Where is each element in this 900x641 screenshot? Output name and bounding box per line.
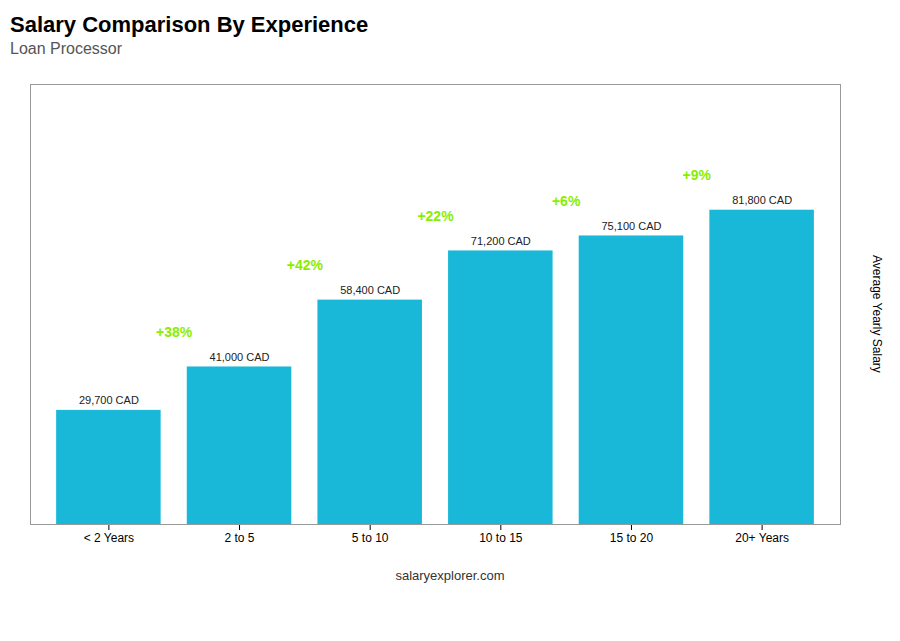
svg-text:41,000 CAD: 41,000 CAD (210, 351, 270, 363)
svg-text:< 2 Years: < 2 Years (84, 531, 134, 545)
html-text:salaryexplorer.com: salaryexplorer.com (395, 568, 505, 583)
svg-text:+42%: +42% (287, 257, 324, 273)
svg-text:+9%: +9% (683, 167, 712, 183)
svg-text:20+ Years: 20+ Years (735, 531, 789, 545)
html-text:Average Yearly Salary: Average Yearly Salary (870, 255, 884, 373)
svg-text:15 to 20: 15 to 20 (610, 531, 654, 545)
svg-text:2 to 5: 2 to 5 (225, 531, 255, 545)
svg-text:+22%: +22% (417, 208, 454, 224)
svg-text:5 to 10: 5 to 10 (352, 531, 389, 545)
svg-text:+6%: +6% (552, 193, 581, 209)
svg-text:75,100 CAD: 75,100 CAD (601, 220, 661, 232)
svg-text:10 to 15: 10 to 15 (479, 531, 523, 545)
svg-text:58,400 CAD: 58,400 CAD (340, 284, 400, 296)
svg-text:81,800 CAD: 81,800 CAD (732, 194, 792, 206)
html-text:Salary Comparison By Experienc: Salary Comparison By Experience (10, 12, 369, 37)
html-text:Loan Processor: Loan Processor (10, 40, 123, 57)
svg-text:+38%: +38% (156, 324, 193, 340)
svg-text:29,700 CAD: 29,700 CAD (79, 394, 139, 406)
svg-text:71,200 CAD: 71,200 CAD (471, 235, 531, 247)
